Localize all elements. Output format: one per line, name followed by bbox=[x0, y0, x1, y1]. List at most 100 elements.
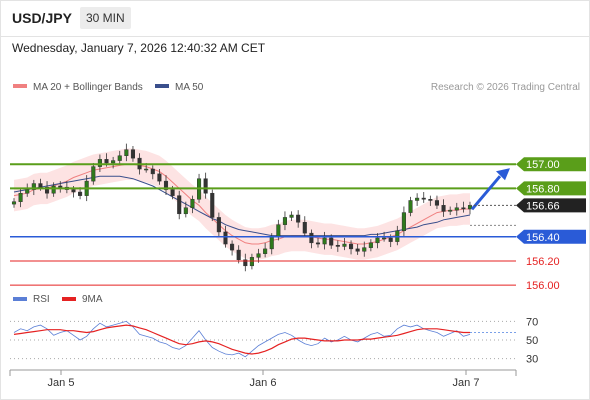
candle-body bbox=[309, 232, 314, 244]
candle-body bbox=[302, 222, 307, 234]
candle bbox=[124, 143, 129, 162]
candle-body bbox=[415, 197, 420, 201]
candle bbox=[421, 192, 426, 203]
candle-body bbox=[382, 237, 387, 240]
candle-body bbox=[454, 207, 459, 211]
candle bbox=[302, 216, 307, 237]
candle-body bbox=[11, 201, 17, 205]
timeframe-badge[interactable]: 30 MIN bbox=[80, 7, 131, 29]
candle bbox=[11, 198, 17, 208]
candle-body bbox=[441, 205, 446, 212]
candle bbox=[415, 193, 420, 206]
candle bbox=[243, 253, 248, 272]
candle bbox=[183, 201, 188, 218]
ma50-legend-swatch bbox=[155, 84, 169, 88]
candle bbox=[236, 245, 241, 264]
candle-body bbox=[349, 243, 354, 250]
candle-body bbox=[276, 224, 281, 238]
candle bbox=[91, 162, 96, 185]
price-level-156-40: 156.40 bbox=[10, 229, 586, 244]
price-level-label: 156.20 bbox=[526, 256, 560, 268]
price-level-label: 156.00 bbox=[526, 280, 560, 292]
candlestick-layer bbox=[11, 143, 473, 272]
candle-body bbox=[91, 166, 96, 182]
candle-body bbox=[243, 259, 248, 267]
candle-body bbox=[263, 248, 268, 254]
price-level-157-00: 157.00 bbox=[10, 157, 586, 172]
ma20-line bbox=[13, 163, 470, 245]
candle-body bbox=[163, 180, 169, 190]
candle-body bbox=[190, 199, 195, 208]
candle bbox=[157, 169, 162, 185]
rsi-legend-swatch bbox=[13, 297, 27, 301]
candle bbox=[18, 188, 23, 208]
candle bbox=[190, 195, 195, 214]
candle-body bbox=[18, 192, 23, 202]
candle bbox=[355, 244, 360, 255]
candle bbox=[428, 195, 433, 206]
candle-body bbox=[117, 155, 122, 161]
candle-body bbox=[329, 237, 334, 246]
candle-body bbox=[170, 189, 175, 196]
candle-body bbox=[269, 236, 274, 250]
ma50-legend-label: MA 50 bbox=[175, 82, 204, 93]
candle bbox=[289, 211, 294, 222]
candle bbox=[349, 240, 354, 255]
symbol-title: USD/JPY bbox=[12, 10, 72, 26]
candle bbox=[322, 231, 327, 250]
price-level-tag bbox=[516, 157, 586, 172]
top-bar: USD/JPY 30 MIN bbox=[0, 0, 590, 36]
forecast-arrow-shaft bbox=[470, 175, 502, 211]
candle bbox=[58, 181, 63, 193]
candle-body bbox=[408, 200, 413, 213]
price-level-156-80: 156.80 bbox=[10, 181, 586, 196]
bollinger-band bbox=[14, 148, 470, 260]
candle-body bbox=[25, 189, 30, 194]
candle-body bbox=[144, 168, 149, 171]
candle bbox=[130, 146, 135, 162]
copyright-text: Research © 2026 Trading Central bbox=[431, 82, 580, 93]
price-level-tag bbox=[516, 181, 586, 196]
candle-body bbox=[296, 214, 301, 223]
candle-body bbox=[355, 248, 360, 252]
candle bbox=[408, 196, 413, 217]
candle-body bbox=[38, 183, 43, 188]
candle bbox=[454, 202, 459, 216]
rsi-ma-line bbox=[13, 324, 470, 355]
candle-body bbox=[342, 243, 347, 247]
chart-datetime: Wednesday, January 7, 2026 12:40:32 AM C… bbox=[12, 41, 266, 55]
price-level-156-66: 156.66 bbox=[470, 198, 586, 226]
candle bbox=[210, 189, 215, 222]
candle bbox=[163, 175, 169, 196]
candle-body bbox=[150, 168, 155, 175]
candle bbox=[117, 150, 122, 165]
candle-body bbox=[157, 173, 162, 182]
candle-body bbox=[448, 209, 453, 212]
candle bbox=[111, 156, 116, 169]
candle bbox=[461, 201, 466, 213]
price-level-156-20: 156.20 bbox=[10, 256, 560, 268]
ma20-legend-swatch bbox=[13, 84, 27, 88]
candle bbox=[230, 240, 235, 256]
candle bbox=[315, 237, 321, 248]
candle-body bbox=[368, 242, 373, 248]
candle-body bbox=[97, 159, 102, 167]
candle-body bbox=[203, 178, 208, 194]
ma20-legend-label: MA 20 + Bollinger Bands bbox=[33, 82, 143, 93]
candle bbox=[368, 239, 373, 252]
candle-body bbox=[434, 200, 439, 206]
price-level-label: 156.40 bbox=[526, 232, 560, 244]
rsi-ma-legend-swatch bbox=[62, 297, 76, 301]
candle-body bbox=[58, 185, 63, 188]
candle bbox=[150, 165, 155, 180]
candle-body bbox=[177, 195, 182, 215]
price-level-tag bbox=[516, 198, 586, 213]
candle-body bbox=[256, 253, 261, 258]
rsi-level-label: 50 bbox=[526, 335, 538, 347]
candle-body bbox=[421, 197, 426, 200]
time-axis-label: Jan 6 bbox=[250, 377, 277, 389]
candle-body bbox=[236, 249, 241, 261]
rsi-level-label: 70 bbox=[526, 316, 538, 328]
candle bbox=[45, 181, 50, 199]
candle bbox=[177, 190, 182, 220]
